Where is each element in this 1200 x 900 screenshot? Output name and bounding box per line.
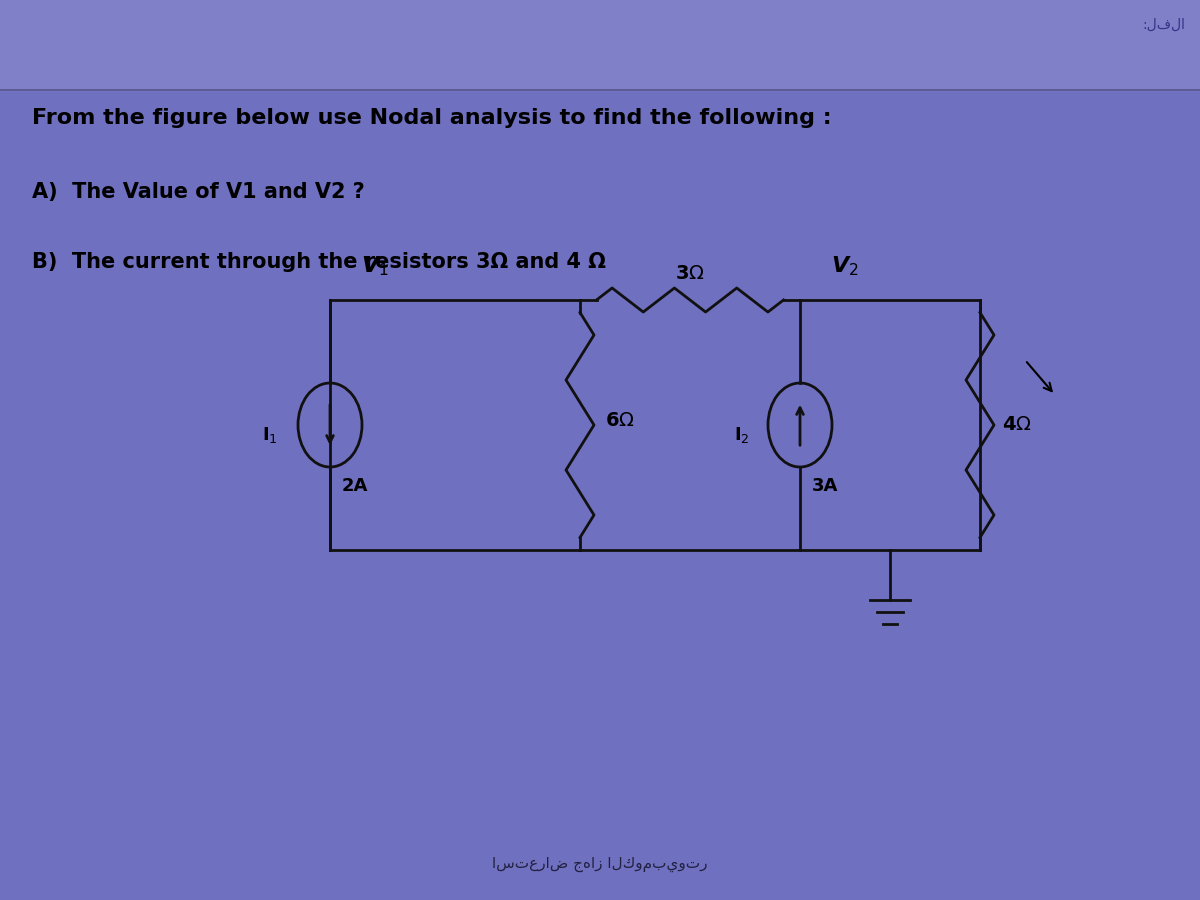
- Text: V$_1$: V$_1$: [361, 255, 389, 278]
- Text: استعراض جهاز الكومبيوتر: استعراض جهاز الكومبيوتر: [492, 857, 708, 872]
- Text: I$_1$: I$_1$: [263, 425, 278, 445]
- Text: V$_2$: V$_2$: [832, 255, 859, 278]
- Text: 6$\Omega$: 6$\Omega$: [605, 410, 635, 429]
- Text: 3$\Omega$: 3$\Omega$: [676, 264, 704, 283]
- Text: I$_2$: I$_2$: [734, 425, 750, 445]
- Text: From the figure below use Nodal analysis to find the following :: From the figure below use Nodal analysis…: [32, 108, 832, 128]
- Text: :لفلا: :لفلا: [1142, 18, 1186, 32]
- Text: 2A: 2A: [342, 477, 368, 495]
- Text: 3A: 3A: [812, 477, 839, 495]
- Text: 4$\Omega$: 4$\Omega$: [1002, 416, 1032, 435]
- Text: B)  The current through the resistors 3Ω and 4 Ω: B) The current through the resistors 3Ω …: [32, 252, 606, 272]
- Text: A)  The Value of V1 and V2 ?: A) The Value of V1 and V2 ?: [32, 182, 365, 202]
